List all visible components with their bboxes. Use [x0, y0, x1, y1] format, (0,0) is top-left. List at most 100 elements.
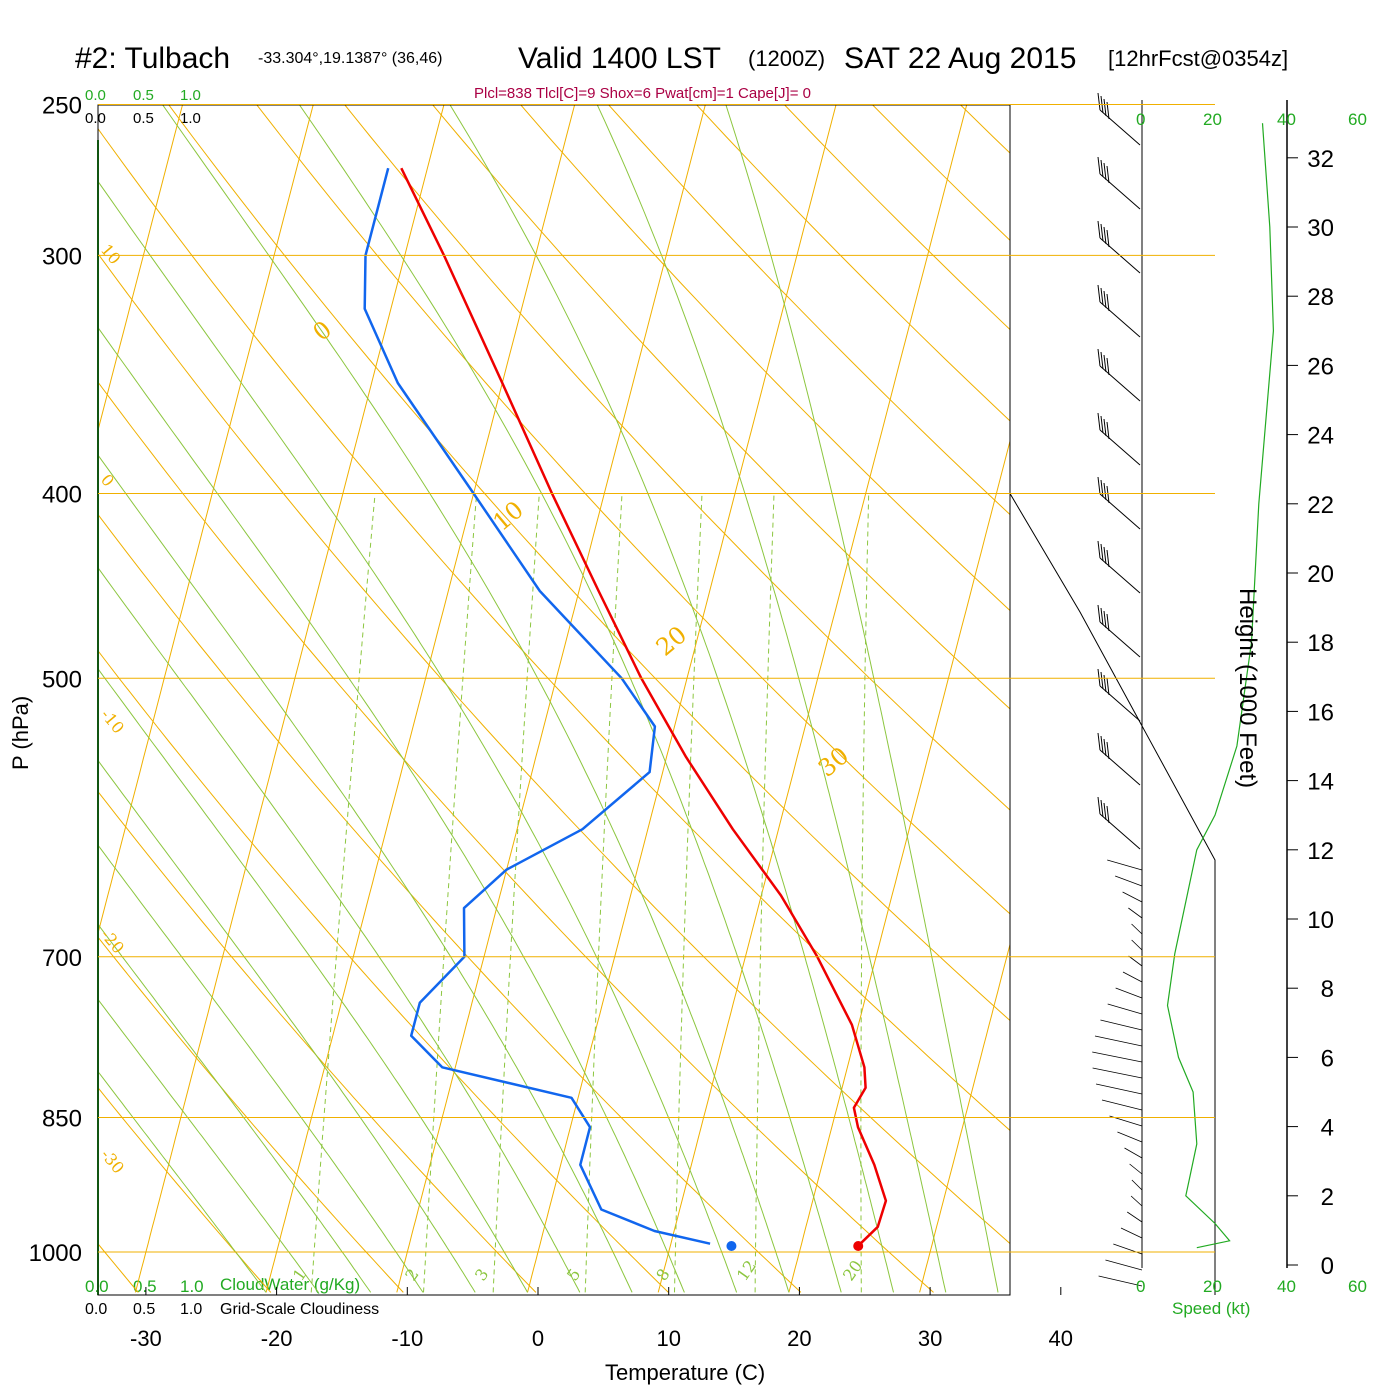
plot-border: [97, 104, 1011, 1296]
wind-barb-flag: [1097, 796, 1101, 815]
mixing-ratio-label: 12: [733, 1257, 760, 1285]
dry-adiabat-line: [98, 513, 802, 1293]
height-tick-label: 12: [1307, 838, 1334, 865]
wind-barb-low: [1124, 1147, 1143, 1159]
wind-barb-low: [1131, 939, 1143, 951]
station-coords: -33.304°,19.1387° (36,46): [258, 50, 442, 67]
p-tick-label: 1000: [29, 1240, 82, 1267]
wind-barb: [1097, 732, 1141, 786]
wind-barb-flag: [1097, 732, 1101, 751]
mixing-ratio-line: [860, 493, 870, 1293]
mixing-ratio-label: 3: [471, 1265, 492, 1284]
speed-tick-bottom: 40: [1277, 1277, 1296, 1296]
x-tick-label: -30: [130, 1326, 162, 1351]
height-tick-label: 8: [1321, 976, 1334, 1003]
wind-barb-staff: [1099, 493, 1141, 530]
isotherm-label: 10: [488, 496, 529, 537]
dry-adiabat-line: [783, 105, 1010, 331]
dry-adiabat-line: [98, 936, 404, 1293]
moist-adiabat-line: [98, 454, 633, 1293]
dry-adiabat-line: [520, 105, 1010, 612]
isotherm-line: [1181, 71, 1400, 1293]
wind-barb-low: [1117, 1131, 1143, 1143]
wind-barb-flag: [1100, 799, 1104, 818]
height-tick-label: 24: [1307, 423, 1334, 450]
dry-adiabat-label: -10: [97, 705, 128, 737]
height-tick-label: 30: [1307, 215, 1334, 242]
wind-barb-low: [1095, 1083, 1143, 1095]
wind-barb-flag: [1103, 290, 1107, 309]
dry-adiabat-label: 0: [97, 470, 118, 490]
mixing-ratio-label: 20: [839, 1257, 866, 1285]
height-tick-label: 22: [1307, 492, 1334, 519]
dry-adiabat-line: [1013, 71, 1400, 1293]
wind-barb-flag: [1097, 348, 1101, 367]
valid-date: SAT 22 Aug 2015: [844, 42, 1076, 75]
dry-adiabat-line: [98, 127, 1010, 1132]
wind-barb-low: [1131, 1179, 1143, 1191]
wind-barb-staff: [1099, 301, 1141, 338]
wind-barb-staff: [1099, 685, 1141, 722]
cloudiness-tick-top: 0.0: [85, 110, 106, 127]
isotherm-label: 0: [307, 315, 337, 346]
wind-barb-flag: [1097, 476, 1101, 495]
height-tick-label: 10: [1307, 907, 1334, 934]
moist-adiabat-line: [725, 105, 999, 1293]
height-tick-label: 0: [1321, 1253, 1334, 1280]
wind-barb-low: [1100, 1019, 1143, 1031]
wind-barb-flag: [1097, 156, 1101, 175]
wind-barb-flag: [1103, 546, 1107, 565]
cloudiness-tick-top: 0.5: [133, 110, 154, 127]
dry-adiabat-line: [432, 105, 1010, 710]
wind-barb-flag: [1103, 482, 1107, 501]
dry-adiabat-line: [1274, 71, 1400, 1293]
y-axis-title: P (hPa): [8, 696, 33, 770]
dry-adiabat-label: -30: [97, 1145, 128, 1177]
wind-barb-flag: [1106, 805, 1110, 824]
moist-adiabat-line: [98, 759, 476, 1293]
valid-time: Valid 1400 LST: [518, 42, 721, 75]
wind-speed-profile: [1166, 123, 1275, 1249]
wind-barb-staff: [1099, 813, 1141, 850]
wind-barb-flag: [1100, 287, 1104, 306]
wind-barb-low: [1128, 955, 1143, 967]
isotherm-line: [134, 105, 445, 1293]
wind-barb-flag: [1100, 479, 1104, 498]
isotherm-line: [527, 105, 837, 1293]
speed-tick-top: 20: [1203, 110, 1222, 129]
p-tick-label: 700: [42, 945, 82, 972]
p-tick-label: 500: [42, 666, 82, 693]
dry-adiabat-line: [256, 105, 1010, 915]
height-tick-label: 18: [1307, 630, 1334, 657]
speed-tick-bottom: 20: [1203, 1277, 1222, 1296]
dry-adiabat-line: [696, 105, 1010, 422]
dry-adiabat-line: [1187, 71, 1400, 1293]
wind-barb: [1097, 220, 1141, 274]
x-axis-title: Temperature (C): [605, 1360, 765, 1385]
isotherm-line: [657, 105, 968, 1293]
speed-tick-top: 60: [1348, 110, 1367, 129]
wind-barb-flag: [1103, 738, 1107, 757]
dry-adiabat-line: [344, 105, 1010, 811]
mixing-ratio-label: 2: [401, 1265, 422, 1284]
isotherm-line: [98, 105, 183, 433]
isotherm-line: [1050, 71, 1367, 1293]
height-tick-label: 6: [1321, 1045, 1334, 1072]
speed-tick-bottom: 0: [1136, 1277, 1145, 1296]
isotherm-line: [396, 105, 706, 1293]
wind-barb-low: [1101, 1099, 1143, 1111]
wind-barb-flag: [1103, 98, 1107, 117]
dry-adiabat-line: [98, 381, 934, 1293]
wind-barb-flag: [1103, 802, 1107, 821]
moist-adiabat-line: [98, 998, 319, 1293]
cloudiness-tick-bottom: 0.0: [85, 1301, 107, 1318]
wind-barb-flag: [1106, 613, 1110, 632]
moist-adiabat-line: [449, 105, 894, 1293]
wind-barb-staff: [1099, 173, 1141, 210]
p-tick-label: 850: [42, 1105, 82, 1132]
wind-barb: [1097, 668, 1141, 722]
dewpoint-profile: [363, 167, 711, 1245]
cloudwater-tick-top: 0.0: [85, 87, 106, 104]
